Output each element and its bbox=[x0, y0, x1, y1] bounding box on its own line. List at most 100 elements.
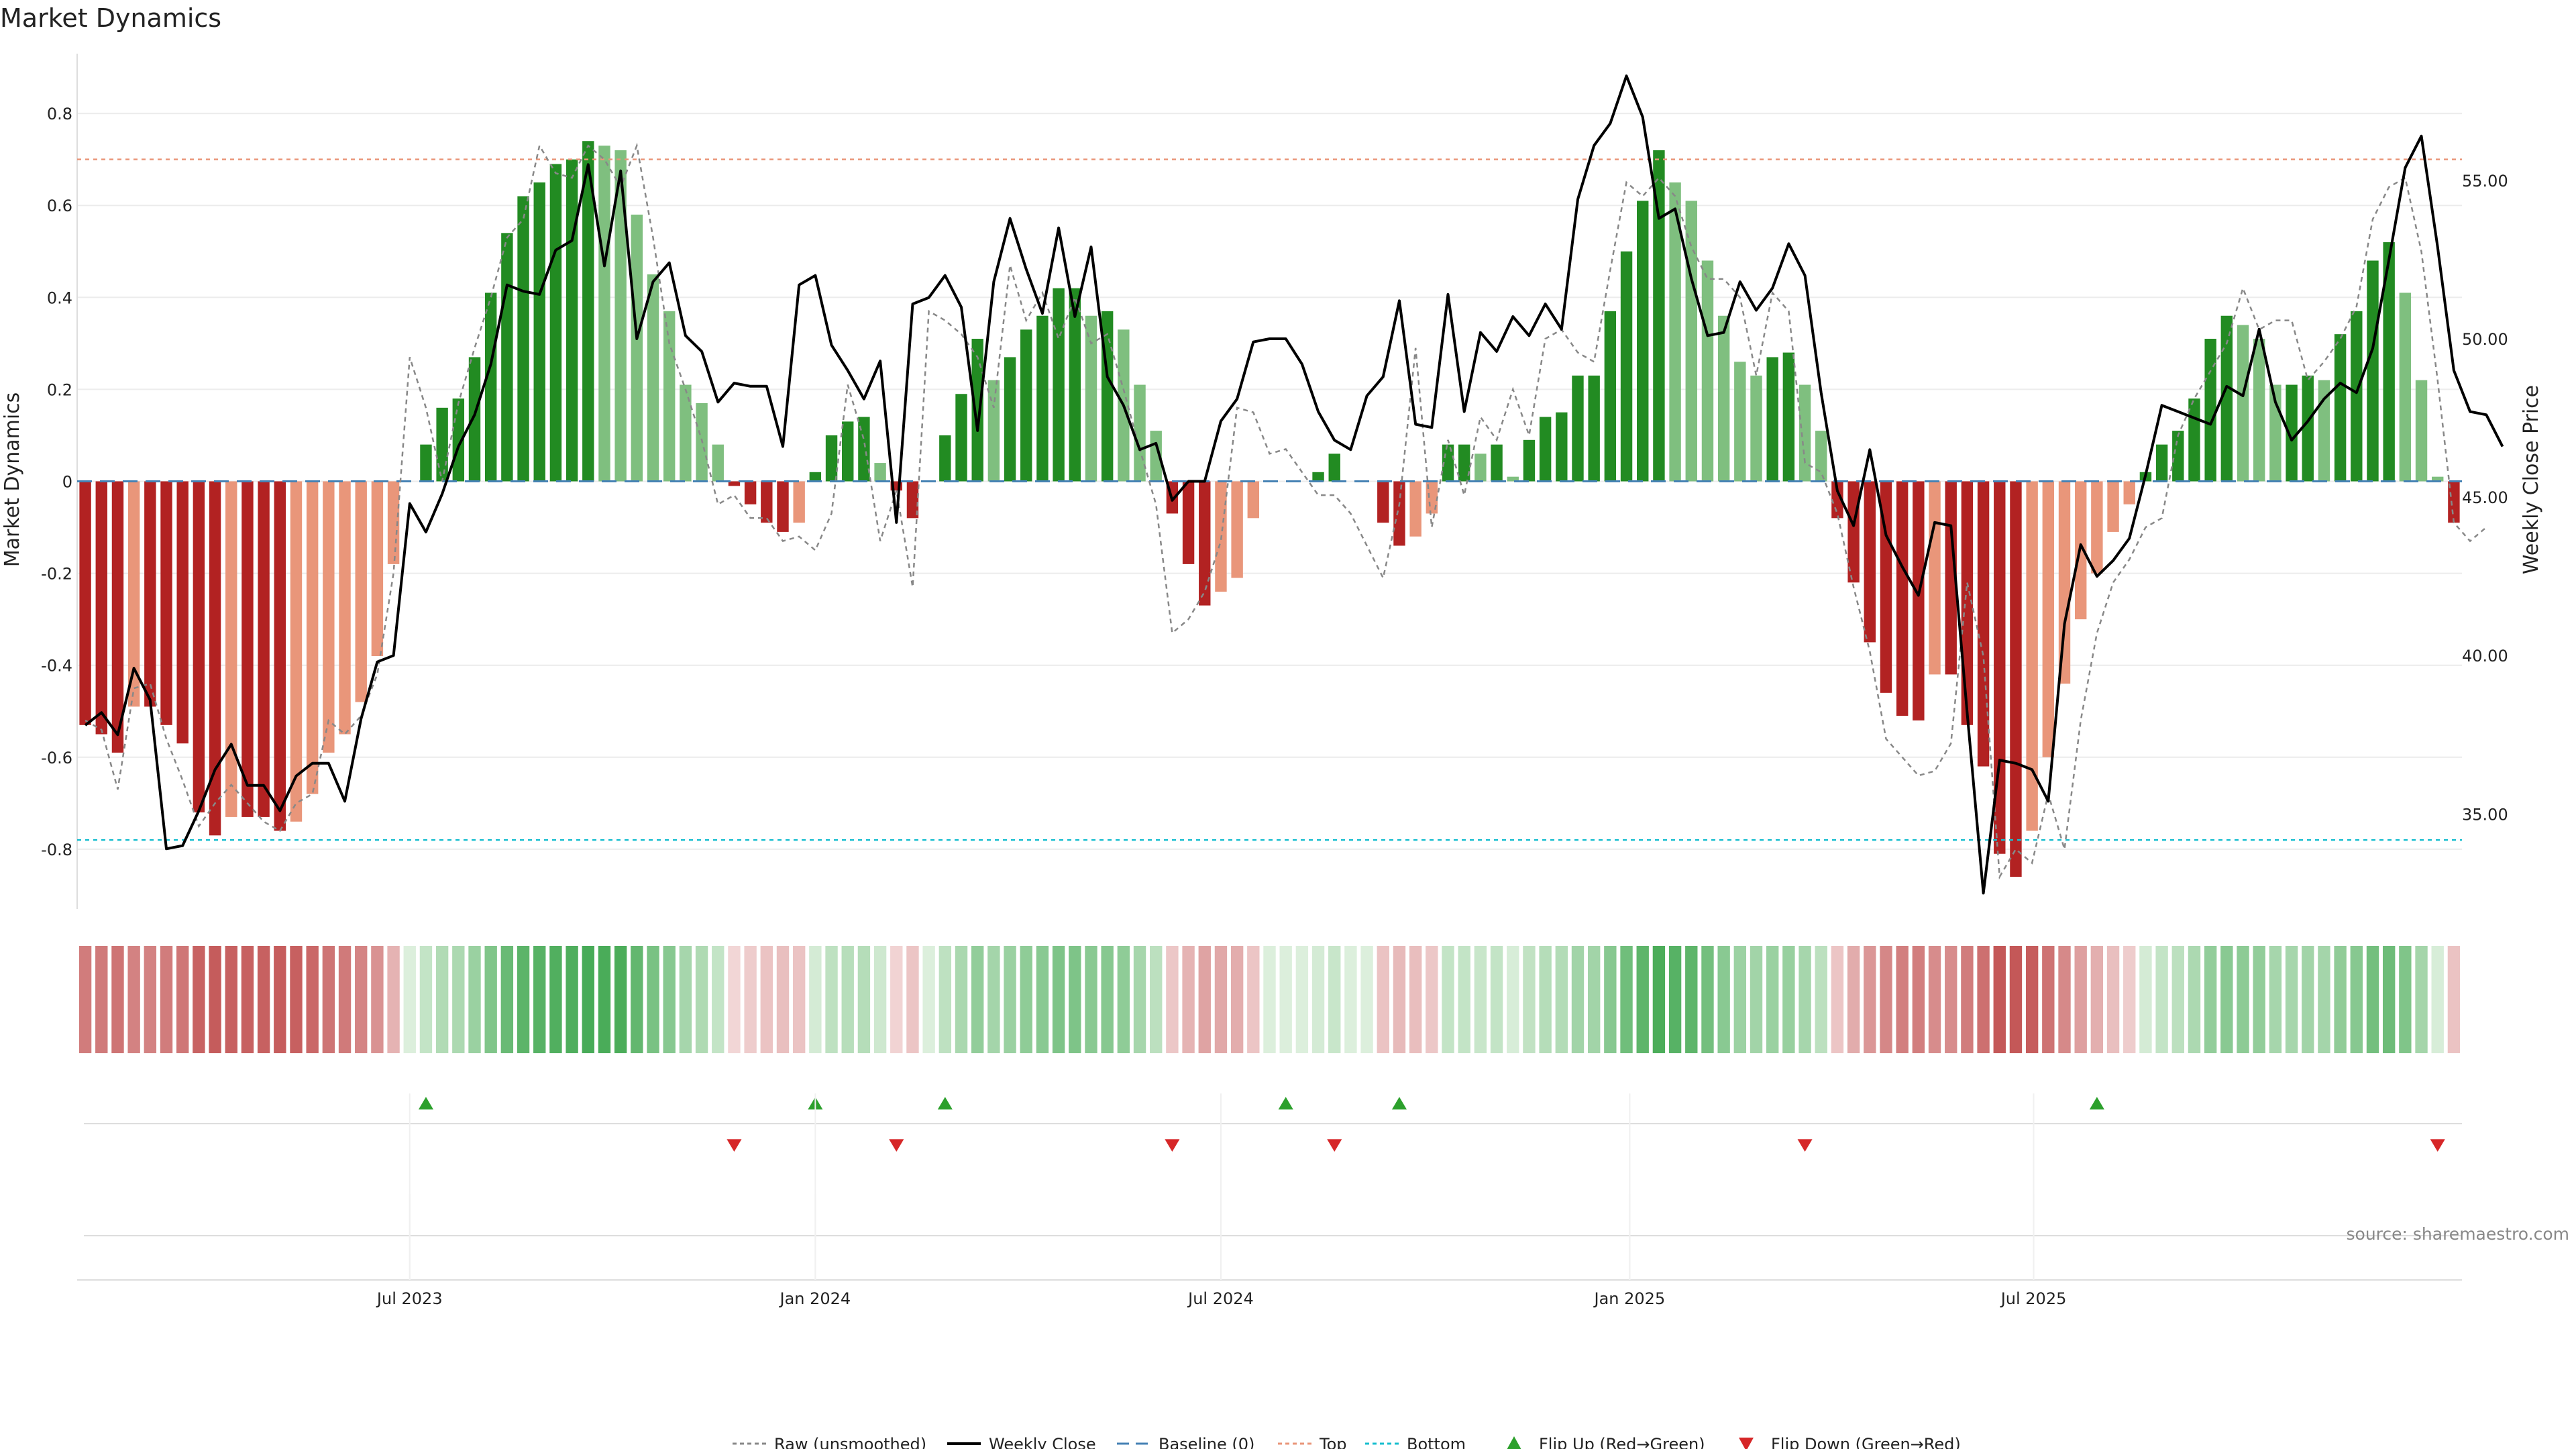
dynamics-bar bbox=[663, 311, 676, 482]
heat-cell bbox=[1587, 946, 1601, 1053]
dynamics-bar bbox=[290, 481, 303, 822]
heat-cell bbox=[1247, 946, 1260, 1053]
dynamics-bar bbox=[793, 481, 805, 523]
heat-cell bbox=[2269, 946, 2282, 1053]
y-tick-label: -0.8 bbox=[41, 841, 72, 859]
heat-cell bbox=[209, 946, 221, 1053]
dynamics-bar bbox=[2302, 375, 2314, 482]
heat-cell bbox=[322, 946, 335, 1053]
dynamics-bar bbox=[1036, 315, 1049, 482]
heat-cell bbox=[2042, 946, 2055, 1053]
dynamics-bar bbox=[1717, 315, 1730, 482]
flip-down-marker bbox=[727, 1139, 742, 1152]
heat-cell bbox=[857, 946, 871, 1053]
dynamics-bar bbox=[2448, 481, 2460, 523]
dynamics-bar bbox=[2042, 481, 2055, 757]
heat-cell bbox=[809, 946, 822, 1053]
heat-cell bbox=[403, 946, 416, 1053]
heat-cell bbox=[1945, 946, 1957, 1053]
heat-cell bbox=[1733, 946, 1747, 1053]
dynamics-bar bbox=[1799, 384, 1811, 482]
source-label: source: sharemaestro.com bbox=[2347, 1224, 2570, 1244]
heat-cell bbox=[193, 946, 205, 1053]
heat-cell bbox=[452, 946, 465, 1053]
heat-cell bbox=[776, 946, 790, 1053]
x-tick-label: Jul 2023 bbox=[376, 1289, 443, 1308]
heat-cell bbox=[2415, 946, 2428, 1053]
dynamics-bar bbox=[1491, 444, 1503, 482]
dynamics-bar bbox=[809, 472, 822, 482]
legend-label: Raw (unsmoothed) bbox=[774, 1435, 926, 1449]
flip-up-marker bbox=[418, 1097, 433, 1110]
chart-title: Market Dynamics bbox=[0, 3, 221, 33]
heat-cell bbox=[1896, 946, 1909, 1053]
dynamics-bar bbox=[1393, 481, 1405, 546]
flip-down-marker bbox=[889, 1139, 904, 1152]
heat-cell bbox=[1182, 946, 1195, 1053]
heat-cell bbox=[338, 946, 352, 1053]
heat-cell bbox=[647, 946, 659, 1053]
dynamics-bar bbox=[2188, 398, 2200, 482]
heat-cell bbox=[160, 946, 173, 1053]
flip-down-marker bbox=[1327, 1139, 1342, 1152]
heat-cell bbox=[1052, 946, 1065, 1053]
weekly-close-line bbox=[84, 74, 2504, 895]
dynamics-bar bbox=[517, 196, 529, 482]
heat-cell bbox=[2237, 946, 2249, 1053]
heat-cell bbox=[419, 946, 433, 1053]
heat-cell bbox=[1880, 946, 1892, 1053]
legend-item: Bottom bbox=[1365, 1435, 1466, 1449]
heat-cell bbox=[2188, 946, 2201, 1053]
heat-cell bbox=[1766, 946, 1779, 1053]
heat-cell bbox=[1263, 946, 1276, 1053]
legend-item: Weekly Close bbox=[947, 1435, 1096, 1449]
heat-cell bbox=[2285, 946, 2298, 1053]
dynamics-bar bbox=[1750, 375, 1762, 482]
legend-label: Top bbox=[1319, 1435, 1347, 1449]
dynamics-bar bbox=[79, 481, 91, 725]
heat-cell bbox=[2350, 946, 2363, 1053]
heat-cell bbox=[1668, 946, 1682, 1053]
heat-cell bbox=[938, 946, 952, 1053]
dynamics-bar bbox=[566, 159, 578, 482]
heat-cell bbox=[1928, 946, 1941, 1053]
dynamics-bar bbox=[1734, 362, 1746, 482]
heat-cell bbox=[2253, 946, 2265, 1053]
dynamics-bar bbox=[1409, 481, 1421, 537]
heat-cell bbox=[712, 946, 724, 1053]
legend: Raw (unsmoothed) Weekly Close Baseline (0)… bbox=[733, 1435, 1961, 1449]
heat-cell bbox=[873, 946, 887, 1053]
dynamics-bar bbox=[1507, 476, 1519, 482]
x-axis-ticks: Jul 2023 Jan 2024 Jul 2024 Jan 2025 Jul 2025 bbox=[376, 1093, 2066, 1308]
dynamics-bar bbox=[193, 481, 205, 813]
heat-cell bbox=[792, 946, 806, 1053]
legend-item: Top bbox=[1278, 1435, 1347, 1449]
heat-cell bbox=[549, 946, 562, 1053]
dynamics-bar bbox=[2286, 384, 2298, 482]
dynamics-bar bbox=[420, 444, 432, 482]
heat-cell bbox=[533, 946, 546, 1053]
heat-cell bbox=[1539, 946, 1552, 1053]
heat-cell bbox=[1831, 946, 1844, 1053]
heat-cell bbox=[1864, 946, 1876, 1053]
heat-cell bbox=[1360, 946, 1373, 1053]
heat-cell bbox=[1117, 946, 1130, 1053]
y2-tick-label: 55.00 bbox=[2462, 172, 2508, 191]
dynamics-bar bbox=[2253, 339, 2265, 482]
raw-unsmoothed-line bbox=[85, 142, 2487, 880]
heat-cell bbox=[2334, 946, 2347, 1053]
dynamics-bar bbox=[1831, 481, 1843, 519]
dynamics-bar bbox=[2432, 476, 2444, 482]
heat-cell bbox=[274, 946, 286, 1053]
heat-cell bbox=[1523, 946, 1536, 1053]
dynamics-bar bbox=[1864, 481, 1876, 643]
dynamics-bar bbox=[2399, 292, 2412, 482]
heat-cell bbox=[1442, 946, 1454, 1053]
y-tick-label: 0 bbox=[62, 473, 72, 492]
heat-cell bbox=[355, 946, 368, 1053]
heat-cell bbox=[468, 946, 481, 1053]
heat-cell bbox=[906, 946, 919, 1053]
dynamics-bar bbox=[1426, 481, 1438, 514]
dynamics-bar bbox=[2026, 481, 2038, 831]
heat-cell bbox=[1652, 946, 1666, 1053]
